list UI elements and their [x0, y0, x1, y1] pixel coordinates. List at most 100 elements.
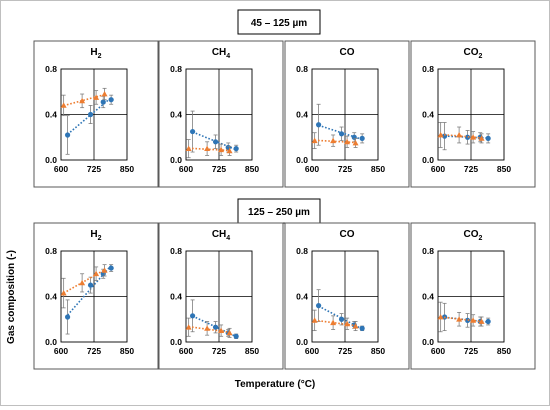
x-tick-label: 725: [338, 164, 352, 174]
panel-co2: CO2 0.0 0.4 0.8 600 725 850: [410, 222, 536, 370]
data-point-triangle: [226, 329, 233, 336]
panel-co: CO 0.0 0.4 0.8 600 725 850: [284, 40, 410, 188]
data-point-circle: [212, 324, 219, 330]
data-point-circle: [233, 146, 239, 152]
panel-title: H2: [90, 229, 101, 242]
size-range-box: [237, 9, 321, 35]
data-point-triangle: [437, 313, 444, 320]
size-range-box: [237, 198, 321, 224]
x-tick-label: 725: [87, 346, 101, 356]
y-tick-label: 0.4: [170, 110, 182, 120]
data-point-circle: [351, 134, 357, 140]
data-point-circle: [87, 282, 94, 288]
data-point-triangle: [344, 138, 351, 145]
data-point-circle: [338, 316, 345, 322]
data-point-circle: [190, 128, 196, 135]
panel-border: [33, 222, 159, 370]
data-point-circle: [359, 325, 365, 331]
y-tick-label: 0.4: [296, 292, 308, 302]
x-tick-label: 600: [305, 164, 319, 174]
y-tick-label: 0.4: [45, 292, 57, 302]
panel-title-subscript: 2: [479, 235, 483, 242]
y-tick-label: 0.8: [296, 246, 308, 256]
data-point-circle: [212, 139, 219, 145]
data-point-triangle: [456, 131, 463, 138]
data-point-triangle: [478, 135, 485, 141]
data-point-triangle: [218, 327, 225, 334]
data-point-triangle: [185, 145, 192, 152]
data-point-triangle: [470, 317, 477, 323]
data-point-triangle: [79, 97, 86, 104]
panel-title-main: H: [90, 229, 97, 240]
data-point-triangle: [93, 270, 100, 277]
x-tick-label: 850: [497, 346, 511, 356]
data-point-circle: [190, 313, 196, 319]
size-range-label: 45 – 125 µm: [251, 18, 307, 29]
y-tick-label: 0.8: [422, 246, 434, 256]
data-point-circle: [108, 265, 114, 271]
data-point-triangle: [185, 324, 192, 330]
x-tick-label: 600: [305, 346, 319, 356]
data-point-circle: [442, 133, 448, 139]
data-point-triangle: [330, 319, 337, 326]
panel-title-subscript: 2: [98, 53, 102, 60]
panel-title-main: CO: [340, 229, 355, 240]
y-tick-label: 0.0: [422, 155, 434, 165]
data-point-triangle: [344, 320, 351, 327]
data-point-triangle: [60, 102, 67, 108]
data-point-triangle: [204, 325, 211, 331]
y-tick-label: 0.4: [296, 110, 308, 120]
x-tick-label: 600: [54, 346, 68, 356]
data-point-triangle: [60, 290, 67, 296]
data-point-circle: [485, 318, 491, 325]
x-tick-label: 850: [497, 164, 511, 174]
panel-title: CO: [340, 229, 355, 240]
y-tick-label: 0.4: [170, 292, 182, 302]
data-point-triangle: [330, 137, 337, 144]
panel-title: CO2: [464, 47, 483, 60]
panel-border: [410, 40, 536, 188]
data-point-circle: [108, 97, 114, 103]
data-point-triangle: [470, 134, 477, 140]
x-tick-label: 725: [87, 164, 101, 174]
panel-title-main: CH: [212, 47, 226, 58]
panel-co: CO 0.0 0.4 0.8 600 725 850: [284, 222, 410, 370]
y-tick-label: 0.0: [296, 155, 308, 165]
data-point-triangle: [311, 137, 318, 144]
data-point-circle: [100, 99, 106, 105]
panel-title: CH4: [212, 47, 230, 60]
x-axis-label: Temperature (°C): [235, 379, 316, 390]
trend-line: [192, 131, 237, 151]
x-tick-label: 600: [431, 164, 445, 174]
y-tick-label: 0.8: [170, 246, 182, 256]
data-point-circle: [464, 317, 471, 323]
panel-title-main: CO: [464, 229, 479, 240]
y-tick-label: 0.8: [170, 64, 182, 74]
y-tick-label: 0.8: [45, 246, 57, 256]
x-tick-label: 725: [464, 346, 478, 356]
x-tick-label: 850: [245, 346, 259, 356]
x-tick-label: 600: [179, 346, 193, 356]
data-point-triangle: [226, 147, 233, 154]
data-point-triangle: [218, 146, 225, 153]
x-tick-label: 850: [371, 346, 385, 356]
data-point-triangle: [352, 323, 359, 329]
panel-border: [284, 222, 410, 370]
panel-border: [158, 222, 284, 370]
panel-border: [410, 222, 536, 370]
panel-h2: H2 0.0 0.4 0.8 600 725 850: [33, 222, 159, 370]
x-tick-label: 725: [212, 164, 226, 174]
data-point-circle: [464, 134, 471, 140]
data-point-circle: [316, 122, 322, 128]
panel-border: [33, 40, 159, 188]
x-tick-label: 725: [212, 346, 226, 356]
data-point-triangle: [101, 91, 108, 97]
data-point-circle: [87, 111, 94, 118]
y-tick-label: 0.0: [170, 337, 182, 347]
data-point-circle: [65, 314, 71, 320]
x-tick-label: 600: [431, 346, 445, 356]
data-point-triangle: [456, 316, 463, 322]
y-tick-label: 0.8: [422, 64, 434, 74]
data-point-triangle: [93, 94, 100, 100]
